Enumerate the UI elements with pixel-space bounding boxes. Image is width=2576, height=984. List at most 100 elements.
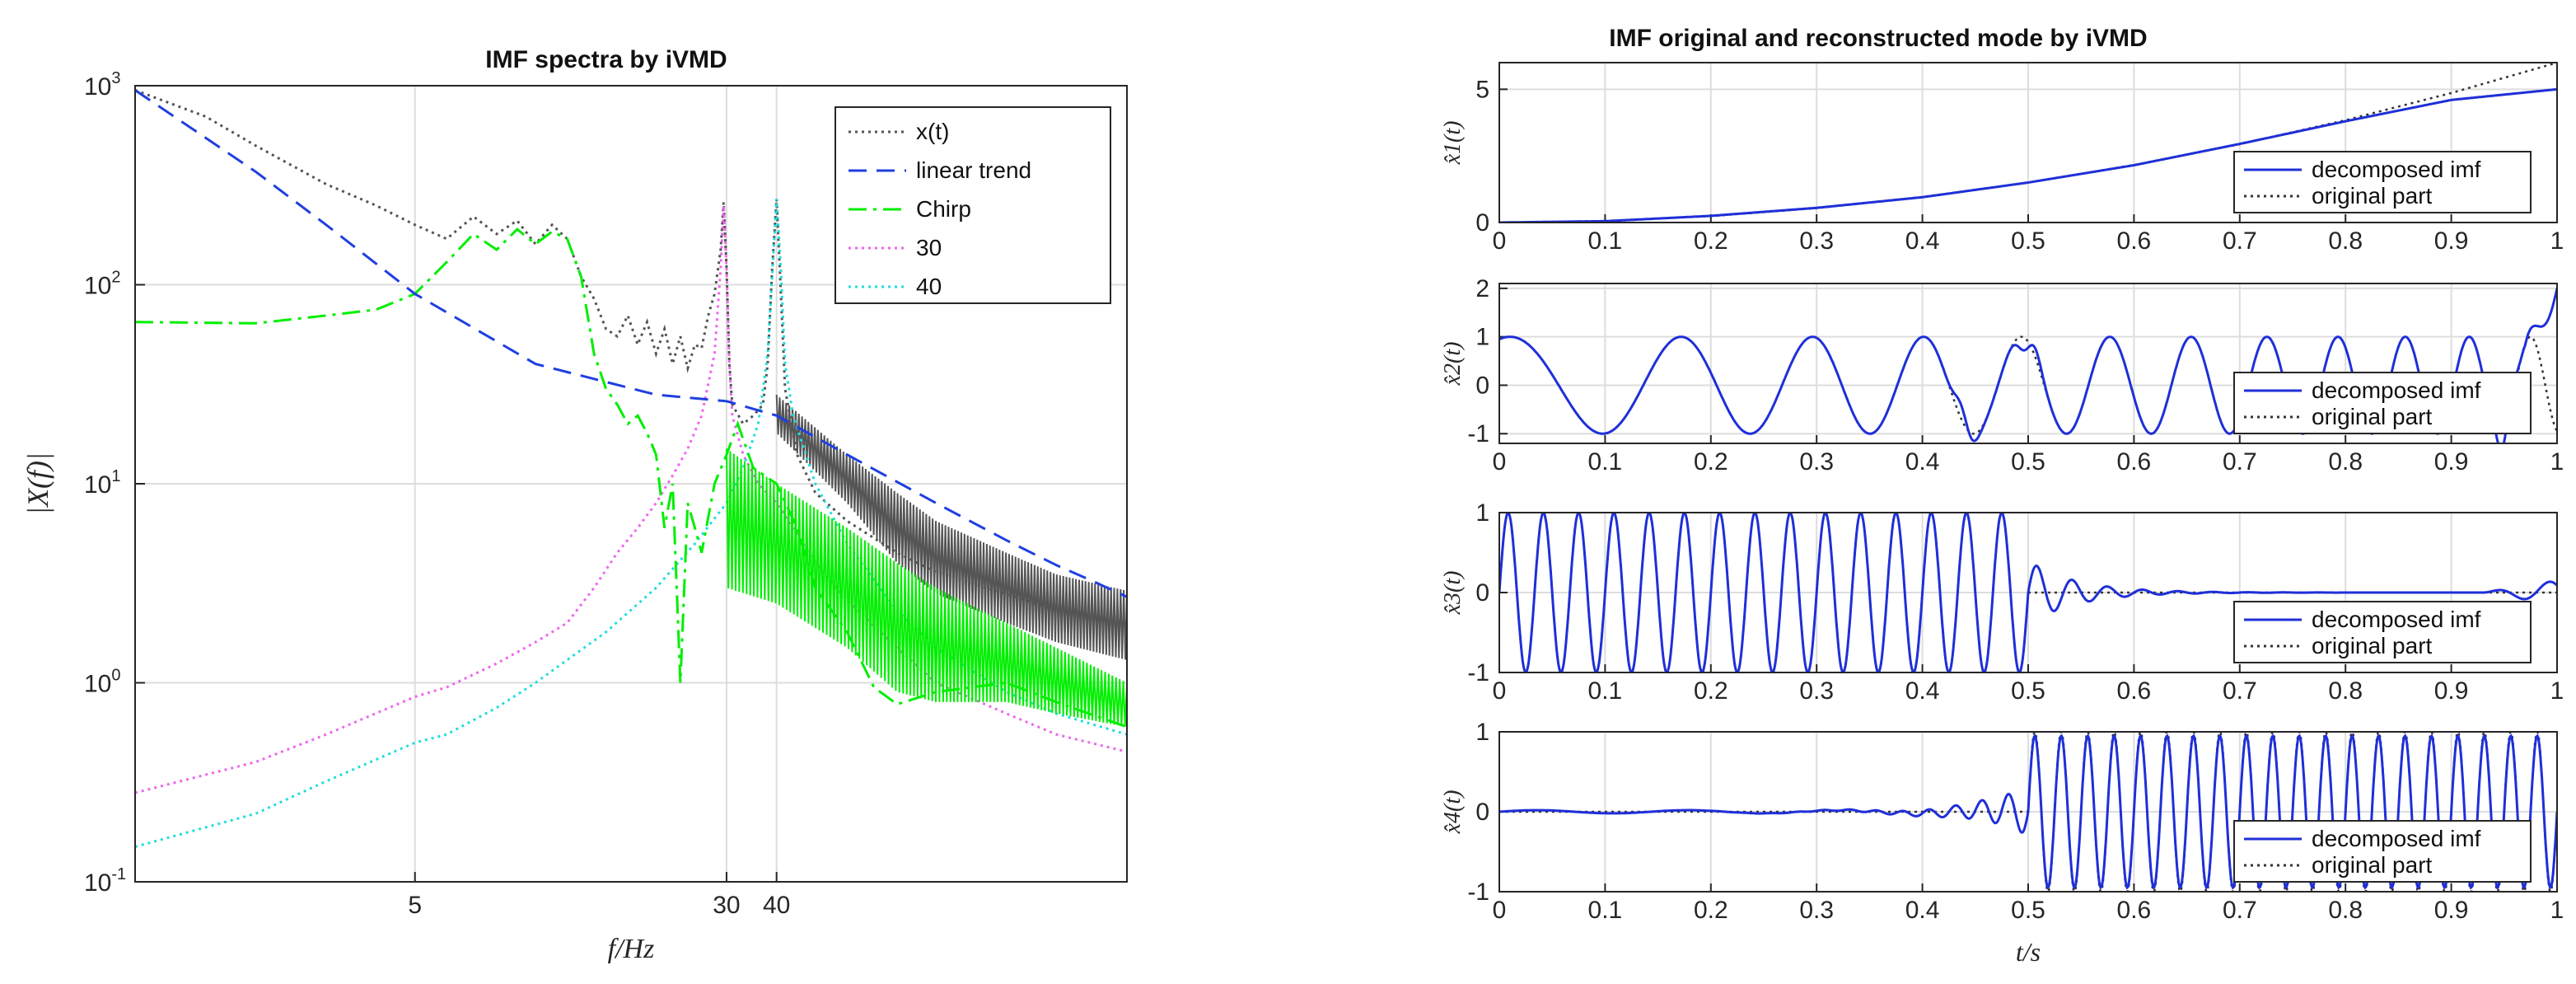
modes-legend-label: original part — [2312, 633, 2433, 658]
modes-xtick-label: 0.5 — [2011, 227, 2045, 255]
modes-axis-frame — [1498, 283, 2558, 444]
modes-decomposed-line — [1499, 87, 2557, 223]
modes-legend-label: decomposed imf — [2312, 826, 2481, 851]
spectra-legend: x(t) linear trend Chirp 30 40 — [835, 106, 1111, 304]
modes-ytick-label: 1 — [1475, 324, 1489, 351]
modes-ytick-label: 2 — [1475, 275, 1489, 302]
modes-xtick-label: 0.9 — [2434, 897, 2469, 924]
modes-legend-label: decomposed imf — [2312, 377, 2481, 403]
modes-legend-label: original part — [2312, 852, 2433, 878]
modes-xtick-label: 0.3 — [1799, 897, 1834, 924]
modes-xtick-label: 0.8 — [2328, 897, 2363, 924]
spectra-legend-label: x(t) — [916, 119, 949, 144]
spectra-series-4 — [135, 199, 1127, 848]
modes-legend-label: original part — [2312, 183, 2433, 209]
spectra-series-2 — [135, 227, 1127, 729]
spectra-series-0 — [135, 88, 1127, 660]
spectra-legend-label: 40 — [916, 274, 942, 299]
spectra-band-2 — [726, 448, 1127, 727]
modes-xtick-label: 0 — [1493, 448, 1507, 476]
modes-xtick-label: 0.6 — [2117, 677, 2152, 705]
spectra-legend-label: 30 — [916, 235, 942, 260]
modes-curves — [1499, 63, 2557, 223]
modes-chart-title: IMF original and reconstructed mode by i… — [1609, 25, 2147, 52]
modes-ylabel: x̂1(t) — [1440, 121, 1466, 166]
modes-xtick-label: 0.2 — [1694, 448, 1728, 476]
modes-xtick-label: 1 — [2550, 448, 2564, 476]
spectra-series-1 — [135, 89, 1127, 598]
modes-panel-2: 0 0.1 0.2 0.3 0.4 0.5 0.6 0.7 0.8 0.9 1-1012x̂2(t)… — [1440, 275, 2564, 476]
modes-xtick-label: 0.1 — [1588, 677, 1623, 705]
modes-panel-3: 0 0.1 0.2 0.3 0.4 0.5 0.6 0.7 0.8 0.9 1-101x̂3(t)d… — [1440, 499, 2564, 705]
modes-panels: 0 0.1 0.2 0.3 0.4 0.5 0.6 0.7 0.8 0.9 1 0 5 x̂1(t) dec… — [1440, 62, 2564, 924]
modes-decomposed-line — [1499, 733, 2557, 890]
modes-legend-box — [2233, 601, 2532, 663]
modes-axis-frame — [1498, 512, 2558, 673]
modes-xtick-label: 0.9 — [2434, 227, 2469, 255]
spectra-ylabel: |X(f)| — [21, 452, 54, 515]
spectra-ytick-label: 100 — [84, 667, 121, 698]
modes-ylabel: x̂2(t) — [1440, 342, 1466, 387]
modes-ytick-label: -1 — [1467, 420, 1489, 447]
modes-ytick-label: 1 — [1475, 719, 1489, 746]
spectra-line-4 — [135, 199, 1127, 848]
modes-legend-box — [2233, 372, 2532, 434]
modes-xlabel: t/s — [2016, 937, 2041, 967]
spectra-xtick-label: 40 — [763, 892, 790, 919]
modes-xtick-label: 0 — [1493, 897, 1507, 924]
modes-xtick-label: 0.1 — [1588, 897, 1623, 924]
spectra-ytick-label: 103 — [84, 69, 121, 101]
modes-legend-label: decomposed imf — [2312, 607, 2481, 632]
modes-xtick-label: 0.9 — [2434, 677, 2469, 705]
modes-axis-frame — [1498, 62, 2558, 223]
spectra-legend-label: Chirp — [916, 196, 971, 222]
modes-curves — [1499, 732, 2557, 892]
modes-xtick-label: 0.8 — [2328, 448, 2363, 476]
modes-xtick-label: 0.6 — [2117, 227, 2152, 255]
modes-xtick-label: 0.4 — [1905, 677, 1940, 705]
modes-legend-label: decomposed imf — [2312, 157, 2481, 182]
modes-panel-1: 0 0.1 0.2 0.3 0.4 0.5 0.6 0.7 0.8 0.9 1 0 5 x̂1(t) dec… — [1440, 62, 2564, 255]
spectra-xtick-label: 5 — [408, 892, 422, 919]
spectra-ytick-label: 10-1 — [84, 865, 126, 897]
modes-xtick-label: 0.7 — [2223, 227, 2257, 255]
modes-xtick-label: 0.5 — [2011, 897, 2045, 924]
modes-ytick-label: 0 — [1475, 579, 1489, 607]
modes-xtick-label: 1 — [2550, 897, 2564, 924]
spectra-chart: IMF spectra by iVMD 5 30 40 10-1 100 101 102 10… — [21, 46, 1128, 964]
modes-xtick-label: 0.6 — [2117, 897, 2152, 924]
spectra-line-2 — [135, 227, 1127, 729]
modes-xtick-label: 0.6 — [2117, 448, 2152, 476]
modes-xtick-label: 0.5 — [2011, 448, 2045, 476]
spectra-ytick-label: 101 — [84, 467, 121, 499]
modes-xtick-label: 1 — [2550, 227, 2564, 255]
modes-xtick-label: 0.2 — [1694, 897, 1728, 924]
modes-curves — [1499, 513, 2557, 672]
modes-legend-box — [2233, 151, 2532, 213]
modes-xtick-label: 0.7 — [2223, 448, 2257, 476]
spectra-legend-label: linear trend — [916, 157, 1031, 183]
modes-ylabel: x̂3(t) — [1440, 571, 1466, 616]
spectra-series-group — [135, 88, 1127, 848]
spectra-legend-box — [835, 106, 1111, 304]
spectra-xlabel: f/Hz — [608, 934, 655, 964]
modes-xtick-label: 0.3 — [1799, 677, 1834, 705]
modes-xtick-label: 0.4 — [1905, 448, 1940, 476]
modes-ytick-label: 5 — [1475, 76, 1489, 103]
modes-xtick-label: 0.3 — [1799, 448, 1834, 476]
modes-xtick-label: 0.5 — [2011, 677, 2045, 705]
modes-original-line — [1499, 63, 2557, 223]
modes-xtick-label: 0.4 — [1905, 227, 1940, 255]
modes-xtick-label: 0.7 — [2223, 897, 2257, 924]
spectra-ticks: 5 30 40 10-1 100 101 102 103 — [84, 69, 790, 919]
modes-xtick-label: 0.8 — [2328, 677, 2363, 705]
modes-panel-4: 0 0.1 0.2 0.3 0.4 0.5 0.6 0.7 0.8 0.9 1-101x̂4(t)d… — [1440, 719, 2564, 924]
spectra-xtick-label: 30 — [713, 892, 740, 919]
spectra-line-1 — [135, 89, 1127, 598]
spectra-ytick-label: 102 — [84, 269, 121, 300]
modes-xtick-label: 0.3 — [1799, 227, 1834, 255]
modes-xtick-label: 0.7 — [2223, 677, 2257, 705]
modes-xtick-label: 0 — [1493, 227, 1507, 255]
spectra-chart-title: IMF spectra by iVMD — [485, 46, 727, 73]
